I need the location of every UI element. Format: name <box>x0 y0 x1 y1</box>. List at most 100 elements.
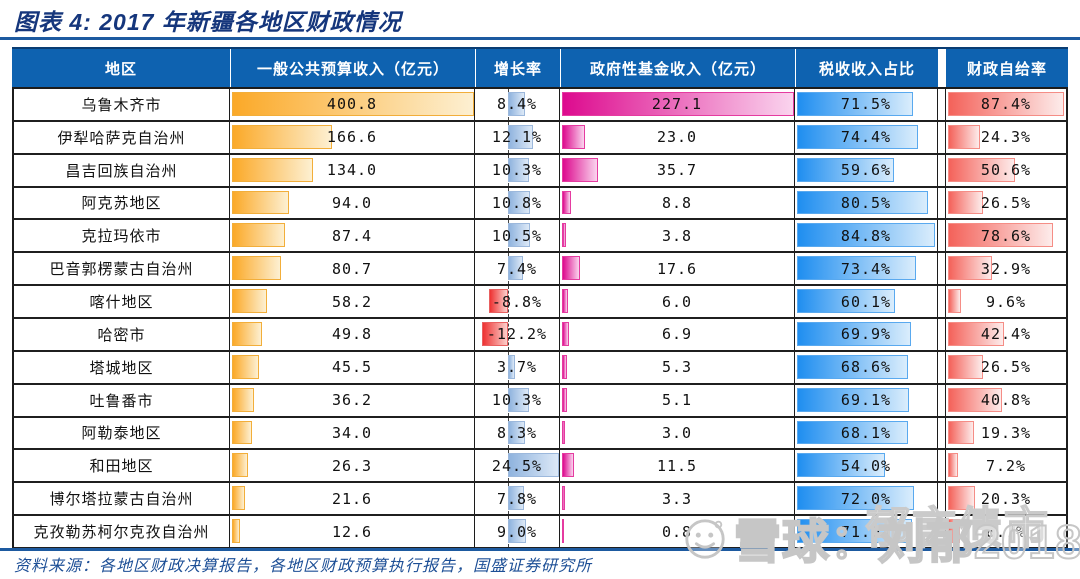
source-note: 资料来源：各地区财政决算报告，各地区财政预算执行报告，国盛证券研究所 <box>14 558 593 575</box>
budget-bar <box>232 124 333 149</box>
self-cell: 24.3% <box>945 121 1068 153</box>
budget-bar <box>232 256 281 281</box>
cell-value: 59.6% <box>840 161 892 180</box>
region-cell: 乌鲁木齐市 <box>12 89 230 120</box>
cell-value: 134.0 <box>326 161 378 180</box>
tax-cell: 73.4% <box>795 253 938 285</box>
self-cell: 87.4% <box>945 89 1068 120</box>
cell-value: 36.2 <box>331 391 373 410</box>
tax-cell: 60.1% <box>795 286 938 317</box>
cell-value: 克孜勒苏柯尔克孜自治州 <box>33 523 210 542</box>
cell-value: 74.4% <box>840 128 892 147</box>
tax-cell: 59.6% <box>795 154 938 186</box>
growth-cell: 8.4% <box>475 89 560 120</box>
tax-bar <box>797 322 911 346</box>
self-bar <box>948 519 960 543</box>
self-bar <box>948 486 976 511</box>
budget-bar <box>232 387 254 412</box>
tax-bar <box>797 190 928 215</box>
gap-cell <box>938 516 945 547</box>
cell-value: 24.5% <box>491 456 543 475</box>
self-bar <box>948 190 984 215</box>
cell-value: 17.6 <box>656 259 698 278</box>
table-row: 昌吉回族自治州 134.0 10.3% 35.7 59.6% 50.6% <box>12 154 1068 188</box>
cell-value: 8.4% <box>496 95 538 114</box>
cell-value: 11.5 <box>656 456 698 475</box>
cell-value: 54.0% <box>840 456 892 475</box>
self-cell: 42.4% <box>945 319 1068 350</box>
cell-value: 21.6 <box>331 489 373 508</box>
cell-value: 24.3% <box>980 128 1032 147</box>
cell-value: 87.4 <box>331 226 373 245</box>
budget-cell: 400.8 <box>230 89 475 120</box>
gap-cell <box>938 220 945 252</box>
cell-value: 10.5% <box>491 226 543 245</box>
fund-bar <box>562 453 574 478</box>
budget-bar <box>232 92 474 116</box>
gpos-bar <box>507 190 531 215</box>
cell-value: 45.5 <box>331 358 373 377</box>
cell-value: 8.7% <box>985 522 1027 541</box>
cell-value: 9.6% <box>985 292 1027 311</box>
region-cell: 克孜勒苏柯尔克孜自治州 <box>12 516 230 547</box>
region-cell: 巴音郭楞蒙古自治州 <box>12 253 230 285</box>
figure-title: 图表 4: 2017 年新疆各地区财政情况 <box>14 9 402 35</box>
cell-value: 227.1 <box>651 95 703 114</box>
cell-value: 20.3% <box>980 489 1032 508</box>
fund-bar <box>562 223 566 248</box>
cell-value: 9.0% <box>496 522 538 541</box>
cell-value: 6.0 <box>661 292 693 311</box>
cell-value: 73.4% <box>840 259 892 278</box>
fund-cell: 5.1 <box>560 384 795 416</box>
fund-cell: 35.7 <box>560 154 795 186</box>
table-row: 喀什地区 58.2 -8.8% 6.0 60.1% 9.6% <box>12 286 1068 319</box>
budget-cell: 166.6 <box>230 121 475 153</box>
budget-bar <box>232 289 268 313</box>
cell-value: 巴音郭楞蒙古自治州 <box>49 260 194 279</box>
gap-cell <box>938 286 945 317</box>
gpos-bar <box>507 354 516 379</box>
watermark-secondary: 郁言债市 <box>865 503 1050 554</box>
gpos-bar <box>507 486 524 511</box>
cell-value: 35.7 <box>656 161 698 180</box>
table-row: 巴音郭楞蒙古自治州 80.7 7.4% 17.6 73.4% 32.9% <box>12 253 1068 287</box>
cell-value: 喀什地区 <box>89 293 154 312</box>
self-cell: 40.8% <box>945 384 1068 416</box>
cell-value: 昌吉回族自治州 <box>65 161 178 180</box>
growth-cell: 10.3% <box>475 384 560 416</box>
table-row: 吐鲁番市 36.2 10.3% 5.1 69.1% 40.8% <box>12 384 1068 418</box>
cell-value: 80.5% <box>840 193 892 212</box>
fund-cell: 0.8 <box>560 516 795 547</box>
fund-bar <box>562 486 566 511</box>
self-bar <box>948 354 984 379</box>
cell-value: 87.4% <box>980 95 1032 114</box>
table-row: 塔城地区 45.5 3.7% 5.3 68.6% 26.5% <box>12 351 1068 385</box>
cell-value: 吐鲁番市 <box>89 391 154 410</box>
cell-value: 阿克苏地区 <box>81 194 162 213</box>
cell-value: 8.8 <box>661 193 693 212</box>
cell-value: 7.2% <box>985 456 1027 475</box>
table-row: 克孜勒苏柯尔克孜自治州 12.6 9.0% 0.8 71.0% 8.7% <box>12 516 1068 549</box>
gap-cell <box>938 450 945 482</box>
tax-bar <box>797 223 935 248</box>
fiscal-table: 地区 一般公共预算收入（亿元） 增长率 政府性基金收入（亿元） 税收收入占比 财政自给率 … <box>12 47 1068 549</box>
watermark-text: 雪球：刘郁2018 <box>733 514 1080 569</box>
fund-cell: 6.0 <box>560 286 795 317</box>
growth-cell: 7.4% <box>475 253 560 285</box>
cell-value: 5.3 <box>661 358 693 377</box>
region-cell: 哈密市 <box>12 319 230 350</box>
budget-cell: 58.2 <box>230 286 475 317</box>
budget-bar <box>232 322 262 346</box>
fund-bar <box>562 190 571 215</box>
gneg-bar <box>481 322 508 346</box>
budget-bar <box>232 157 313 182</box>
fund-cell: 3.8 <box>560 220 795 252</box>
self-cell: 19.3% <box>945 417 1068 449</box>
cell-value: 乌鲁木齐市 <box>81 95 162 114</box>
growth-cell: -8.8% <box>475 286 560 317</box>
tax-bar <box>797 453 885 478</box>
table-row: 博尔塔拉蒙古自治州 21.6 7.8% 3.3 72.0% 20.3% <box>12 483 1068 517</box>
cell-value: 78.6% <box>980 226 1032 245</box>
tax-bar <box>797 420 908 445</box>
table-row: 伊犁哈萨克自治州 166.6 12.1% 23.0 74.4% 24.3% <box>12 121 1068 155</box>
